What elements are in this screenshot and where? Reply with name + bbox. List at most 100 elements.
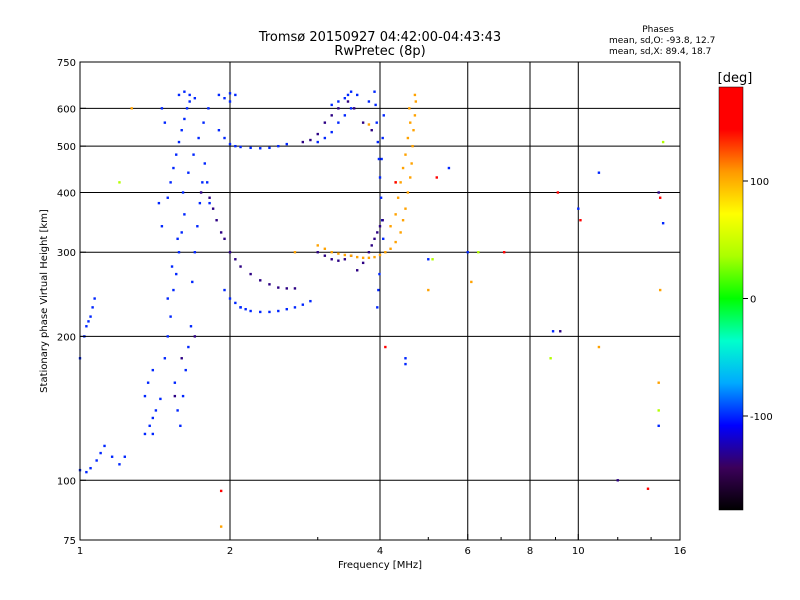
data-point <box>146 381 150 384</box>
data-point <box>208 196 211 199</box>
data-point <box>661 140 665 144</box>
data-point <box>118 181 121 184</box>
data-point <box>396 196 400 199</box>
data-point <box>556 191 560 194</box>
data-point <box>381 136 384 140</box>
data-point <box>381 219 384 222</box>
data-point <box>223 288 226 292</box>
data-point <box>215 219 218 222</box>
data-point <box>228 142 232 146</box>
data-point <box>337 121 340 124</box>
data-point <box>355 269 359 272</box>
data-point <box>268 310 271 314</box>
data-point <box>382 237 385 241</box>
data-point <box>401 166 405 170</box>
data-point <box>277 286 280 289</box>
data-point <box>367 100 371 103</box>
data-point <box>259 279 262 282</box>
data-point <box>293 287 297 290</box>
y-tick-label: 300 <box>57 248 76 259</box>
data-point <box>367 123 371 126</box>
data-point <box>201 181 204 184</box>
data-point <box>159 397 162 401</box>
data-point <box>180 357 183 360</box>
data-point <box>234 258 237 261</box>
data-point <box>378 272 381 276</box>
data-point <box>343 253 347 257</box>
data-point <box>176 237 179 241</box>
data-point <box>579 219 582 222</box>
data-point <box>431 258 434 261</box>
data-point <box>346 93 350 97</box>
data-point <box>91 306 94 309</box>
data-point <box>616 479 619 482</box>
data-point <box>343 258 347 261</box>
data-point <box>207 107 210 110</box>
data-point <box>646 487 650 490</box>
data-point <box>309 299 312 303</box>
x-tick-label: 10 <box>572 546 585 557</box>
data-point <box>172 166 175 170</box>
data-point <box>177 251 181 254</box>
data-point <box>411 144 414 148</box>
data-point <box>316 140 319 144</box>
data-point <box>249 309 252 313</box>
data-point <box>268 146 271 150</box>
data-point <box>337 100 340 103</box>
data-point <box>166 335 169 338</box>
data-point <box>234 301 237 305</box>
data-point <box>217 93 221 97</box>
data-point <box>330 130 333 134</box>
data-point <box>414 100 418 103</box>
data-point <box>658 288 662 292</box>
y-axis-label: Stationary phase Virtual Height [km] <box>39 209 50 393</box>
data-point <box>193 251 197 254</box>
data-point <box>404 357 407 360</box>
data-point <box>378 225 382 228</box>
data-point <box>277 309 280 313</box>
data-point <box>228 92 232 95</box>
data-point <box>301 303 305 306</box>
data-point <box>197 136 200 140</box>
data-point <box>118 463 121 466</box>
data-point <box>181 191 185 194</box>
data-point <box>466 251 469 254</box>
data-point <box>219 525 223 528</box>
data-point <box>549 357 552 360</box>
data-point <box>87 320 90 323</box>
data-point <box>143 394 147 398</box>
data-point <box>377 288 380 292</box>
data-point <box>228 100 232 103</box>
data-point <box>239 145 242 149</box>
data-point <box>244 307 247 311</box>
data-point <box>184 368 187 372</box>
data-point <box>85 325 88 328</box>
data-point <box>183 117 186 121</box>
data-point <box>198 201 202 205</box>
data-point <box>185 107 189 110</box>
data-point <box>376 140 380 144</box>
x-tick-label: 6 <box>465 546 471 557</box>
data-point <box>277 144 280 148</box>
data-point <box>99 451 102 455</box>
data-point <box>268 283 271 286</box>
data-point <box>376 231 379 234</box>
data-point <box>404 207 407 210</box>
data-point <box>330 251 333 254</box>
data-point <box>208 201 211 205</box>
data-point <box>408 107 411 110</box>
y-tick-label: 750 <box>57 58 76 69</box>
data-point <box>228 297 232 300</box>
data-point <box>355 255 359 259</box>
data-point <box>413 114 417 117</box>
data-point <box>447 166 451 170</box>
colorbar-tick-label: 0 <box>750 295 756 306</box>
data-point <box>559 330 562 333</box>
data-point <box>382 114 385 117</box>
data-point <box>316 132 319 136</box>
data-point <box>239 306 242 309</box>
data-point <box>163 121 167 124</box>
data-point <box>361 261 365 265</box>
data-point <box>151 368 155 372</box>
